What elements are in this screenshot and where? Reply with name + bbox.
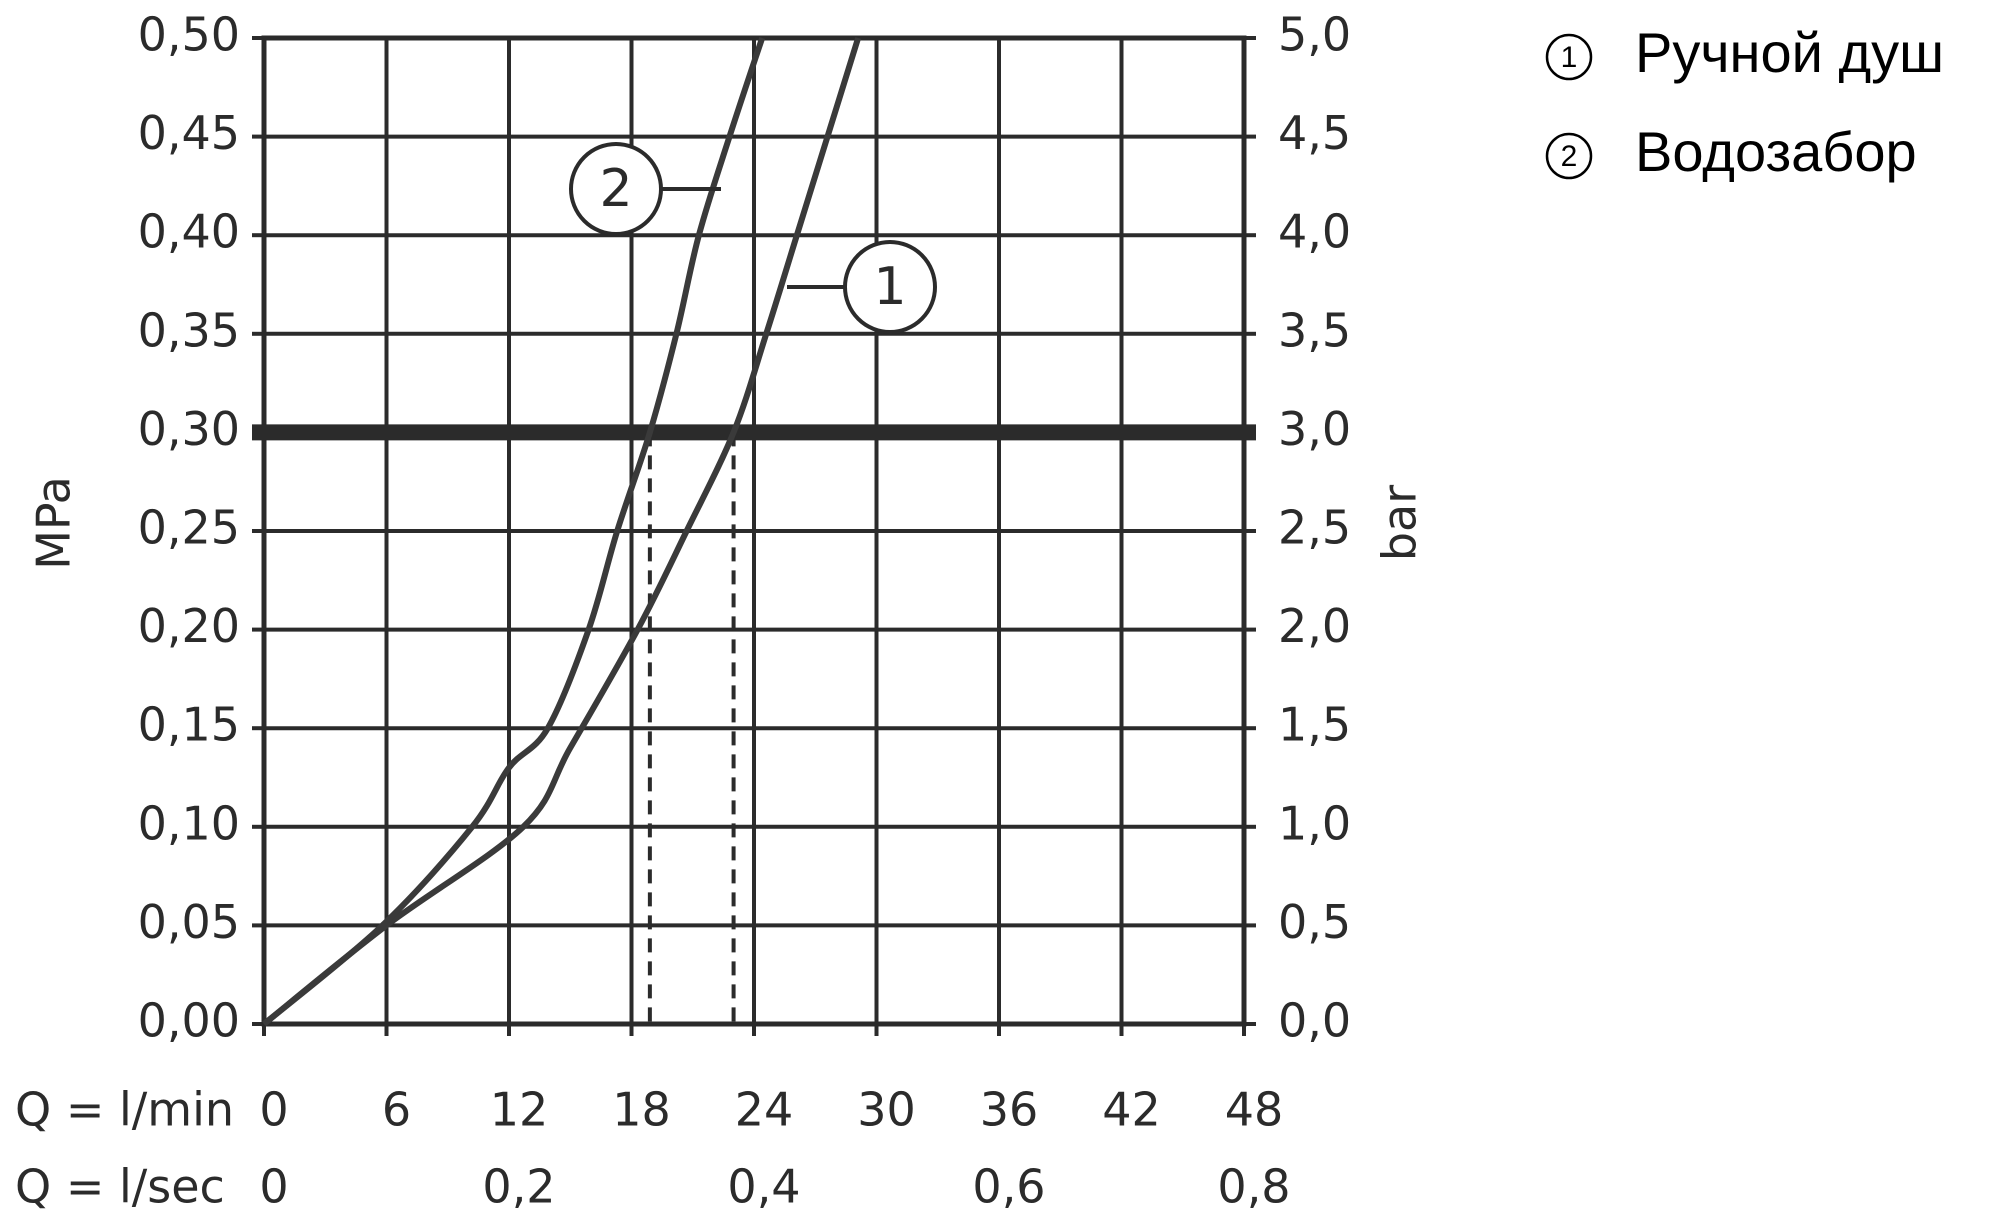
y-tick-label: 0,20 [138, 599, 240, 653]
y2-tick-label: 3,0 [1278, 402, 1351, 456]
y-tick-label: 0,40 [138, 205, 240, 259]
x-tick-label: 12 [490, 1083, 549, 1137]
y-tick-label: 0,50 [138, 8, 240, 62]
y-axis-label: MPa [27, 476, 81, 570]
series-line [262, 37, 861, 1027]
x-tick-label: 24 [735, 1083, 794, 1137]
x-tick-label: 6 [382, 1083, 411, 1137]
y-tick-label: 0,30 [138, 402, 240, 456]
y2-tick-label: 2,0 [1278, 599, 1351, 653]
x-tick-label: 30 [857, 1083, 916, 1137]
legend-label: Водозабор [1635, 120, 1917, 183]
y2-tick-label: 3,5 [1278, 303, 1351, 357]
legend-symbol [1545, 132, 1593, 180]
y2-tick-label: 0,0 [1278, 994, 1351, 1048]
x2-axis-label: Q = l/sec [15, 1160, 225, 1214]
x2-tick-label: 0,4 [727, 1160, 800, 1214]
callout-label: 2 [599, 159, 632, 219]
y2-axis-label: bar [1373, 485, 1427, 561]
x-tick-label: 48 [1225, 1083, 1284, 1137]
y2-tick-label: 2,5 [1278, 501, 1351, 555]
x-tick-label: 36 [980, 1083, 1039, 1137]
y-tick-label: 0,10 [138, 796, 240, 850]
legend-symbol-label: 2 [1561, 140, 1578, 173]
y-tick-label: 0,25 [138, 501, 240, 555]
legend-symbol [1545, 33, 1593, 81]
y-tick-label: 0,15 [138, 698, 240, 752]
x-tick-label: 18 [612, 1083, 671, 1137]
y2-tick-label: 1,5 [1278, 698, 1351, 752]
y2-tick-label: 4,0 [1278, 205, 1351, 259]
x-tick-label: 0 [259, 1083, 288, 1137]
x-tick-label: 42 [1102, 1083, 1161, 1137]
series-line [262, 37, 766, 1027]
plot-frame [261, 35, 1247, 1027]
callout-circle [843, 240, 937, 334]
legend-label: Ручной душ [1635, 21, 1944, 84]
x2-tick-label: 0,2 [482, 1160, 555, 1214]
x2-tick-label: 0,6 [972, 1160, 1045, 1214]
callout-label: 1 [873, 257, 906, 317]
y-tick-label: 0,05 [138, 895, 240, 949]
callout-circle [569, 142, 663, 236]
y2-tick-label: 4,5 [1278, 106, 1351, 160]
y-tick-label: 0,45 [138, 106, 240, 160]
y-tick-label: 0,00 [138, 994, 240, 1048]
x-axis-label: Q = l/min [15, 1083, 234, 1137]
y2-tick-label: 5,0 [1278, 8, 1351, 62]
legend-symbol-label: 1 [1561, 41, 1578, 74]
y2-tick-label: 1,0 [1278, 796, 1351, 850]
y2-tick-label: 0,5 [1278, 895, 1351, 949]
x2-tick-label: 0,8 [1217, 1160, 1290, 1214]
y-tick-label: 0,35 [138, 303, 240, 357]
x2-tick-label: 0 [259, 1160, 288, 1214]
